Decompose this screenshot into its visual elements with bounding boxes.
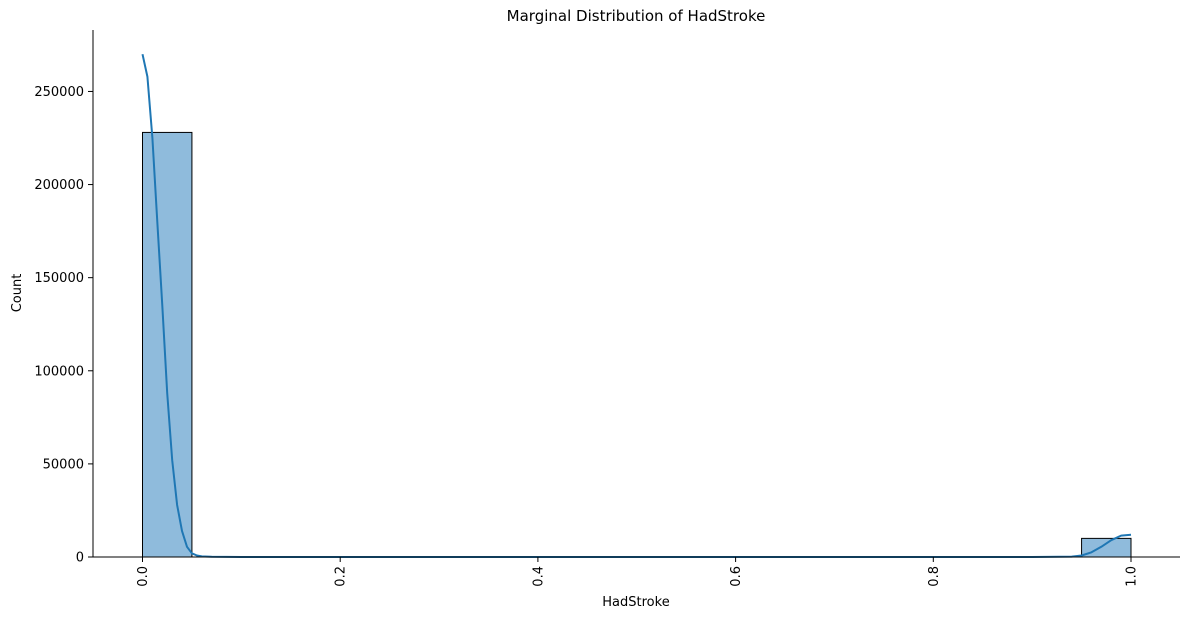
x-tick-label: 1.0: [1125, 566, 1140, 587]
kde-layer: [141, 53, 1132, 558]
x-tick-label: 0.2: [334, 566, 349, 587]
y-axis-label: Count: [10, 274, 25, 313]
x-tick-label: 0.0: [136, 566, 151, 587]
x-tick-label: 0.6: [729, 566, 744, 587]
y-tick-label: 200000: [34, 178, 84, 193]
histogram-bar-0: [142, 131, 193, 558]
y-ticks: 0 50000 100000 150000 200000 250000: [34, 85, 93, 566]
x-tick-label: 0.4: [531, 566, 546, 587]
x-tick-label: 0.8: [927, 566, 942, 587]
y-tick-label: 250000: [34, 85, 84, 100]
chart-title: Marginal Distribution of HadStroke: [507, 7, 766, 25]
bars-layer: [142, 131, 1132, 558]
histogram-bar-1: [1081, 537, 1132, 558]
y-tick-label: 150000: [34, 271, 84, 286]
kde-curve: [141, 53, 1132, 558]
y-tick-label: 0: [76, 551, 84, 566]
x-ticks: 0.0 0.2 0.4 0.6 0.8 1.0: [136, 557, 1140, 587]
y-tick-label: 50000: [43, 457, 84, 472]
y-tick-label: 100000: [34, 364, 84, 379]
x-axis-label: HadStroke: [602, 595, 669, 610]
